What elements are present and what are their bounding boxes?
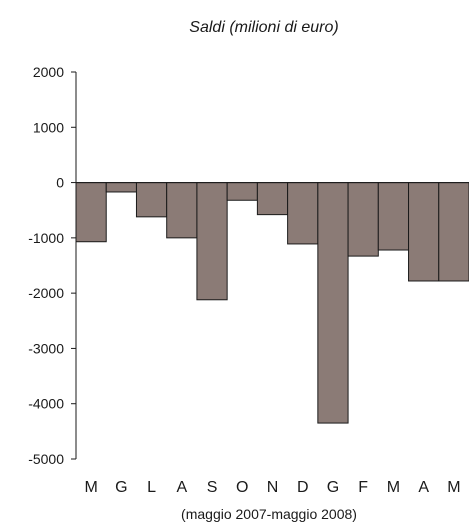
bar <box>287 182 319 245</box>
bar <box>105 182 137 193</box>
bar <box>317 182 349 424</box>
x-tick-label: G <box>115 479 127 496</box>
x-tick-label: F <box>358 479 368 496</box>
x-tick-label: A <box>418 479 429 496</box>
bar <box>347 182 379 257</box>
bar <box>196 182 228 301</box>
x-tick-label: L <box>147 479 156 496</box>
y-tick-label: 2000 <box>33 64 64 80</box>
y-tick-label: -4000 <box>28 396 64 412</box>
bars <box>75 182 469 424</box>
x-tick-label: M <box>447 479 460 496</box>
y-axis: 2000 1000 0 -1000 -2000 -3000 -4000 -5000 <box>28 64 77 467</box>
x-tick-label: A <box>176 479 187 496</box>
bar <box>377 182 410 251</box>
y-tick-label: -2000 <box>28 285 64 301</box>
x-tick-label: G <box>327 479 339 496</box>
x-tick-label: O <box>236 479 248 496</box>
x-tick-label: M <box>387 479 400 496</box>
y-tick-label: 1000 <box>33 119 64 135</box>
y-tick-label: 0 <box>56 175 64 191</box>
y-tick-label: -5000 <box>28 451 64 467</box>
bar <box>226 182 258 201</box>
x-tick-label: N <box>267 479 279 496</box>
bar <box>166 182 198 239</box>
x-tick-label: D <box>297 479 309 496</box>
x-tick-label: M <box>84 479 97 496</box>
bar <box>438 182 469 282</box>
bar <box>135 182 168 218</box>
bar <box>408 182 440 282</box>
y-tick-label: -3000 <box>28 340 64 356</box>
bar <box>256 182 289 216</box>
bar <box>75 182 107 243</box>
x-axis-label: (maggio 2007-maggio 2008) <box>181 506 357 522</box>
x-tick-label: S <box>207 479 218 496</box>
chart-title: Saldi (milioni di euro) <box>189 19 338 36</box>
y-tick-label: -1000 <box>28 230 64 246</box>
